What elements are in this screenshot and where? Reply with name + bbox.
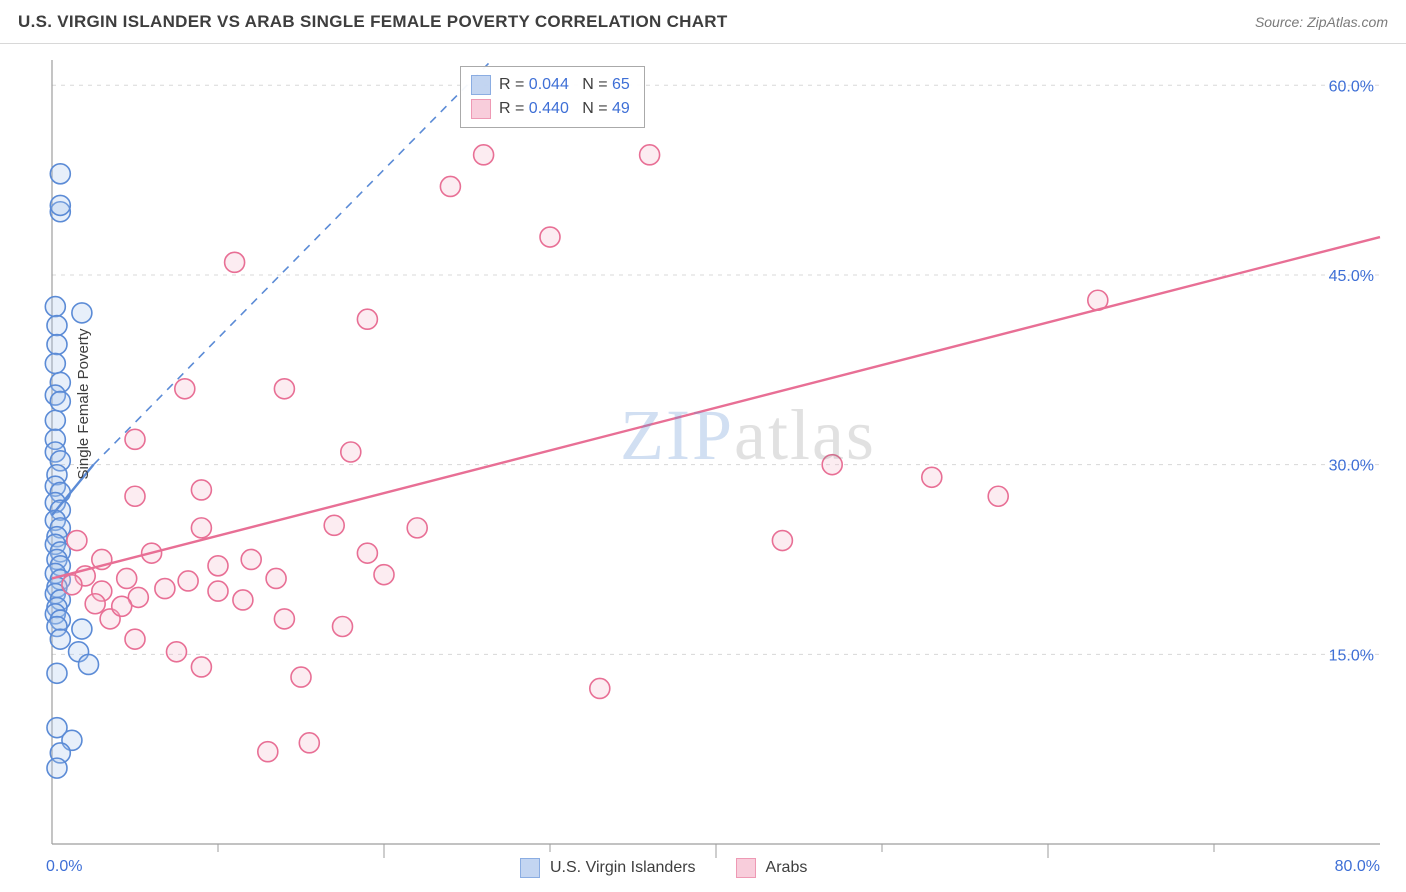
data-point bbox=[407, 518, 427, 538]
stats-legend-text: R = 0.044 N = 65 bbox=[499, 73, 630, 97]
data-point bbox=[125, 486, 145, 506]
legend-swatch bbox=[471, 99, 491, 119]
data-point bbox=[191, 518, 211, 538]
data-point bbox=[50, 164, 70, 184]
data-point bbox=[45, 353, 65, 373]
series-legend-item: U.S. Virgin Islanders bbox=[520, 858, 696, 878]
y-tick-label: 15.0% bbox=[1329, 647, 1374, 664]
y-tick-label: 30.0% bbox=[1329, 458, 1374, 475]
data-point bbox=[125, 429, 145, 449]
data-point bbox=[333, 617, 353, 637]
series-legend-label: U.S. Virgin Islanders bbox=[550, 859, 696, 877]
data-point bbox=[772, 531, 792, 551]
data-point bbox=[341, 442, 361, 462]
y-tick-label: 45.0% bbox=[1329, 268, 1374, 285]
data-point bbox=[47, 335, 67, 355]
data-point bbox=[208, 581, 228, 601]
data-point bbox=[45, 410, 65, 430]
data-point bbox=[50, 391, 70, 411]
stats-legend-row: R = 0.044 N = 65 bbox=[471, 73, 630, 97]
x-axis-end-label: 80.0% bbox=[1335, 858, 1380, 876]
legend-swatch bbox=[471, 75, 491, 95]
chart-title: U.S. VIRGIN ISLANDER VS ARAB SINGLE FEMA… bbox=[18, 12, 728, 32]
data-point bbox=[72, 619, 92, 639]
chart-area: Single Female Poverty 15.0% 30.0% 45.0% 60.… bbox=[0, 44, 1406, 892]
data-point bbox=[988, 486, 1008, 506]
data-point bbox=[474, 145, 494, 165]
data-point bbox=[175, 379, 195, 399]
data-point bbox=[47, 758, 67, 778]
data-point bbox=[374, 565, 394, 585]
data-point bbox=[47, 663, 67, 683]
data-point bbox=[178, 571, 198, 591]
series-legend-label: Arabs bbox=[766, 859, 808, 877]
legend-swatch bbox=[736, 858, 756, 878]
data-point bbox=[72, 303, 92, 323]
y-tick-label: 60.0% bbox=[1329, 78, 1374, 95]
data-point bbox=[62, 575, 82, 595]
data-point bbox=[125, 629, 145, 649]
data-point bbox=[922, 467, 942, 487]
data-point bbox=[45, 297, 65, 317]
data-point bbox=[85, 594, 105, 614]
data-point bbox=[50, 629, 70, 649]
data-point bbox=[258, 742, 278, 762]
trend-line bbox=[52, 237, 1380, 578]
chart-header: U.S. VIRGIN ISLANDER VS ARAB SINGLE FEMA… bbox=[0, 0, 1406, 44]
data-point bbox=[112, 596, 132, 616]
data-point bbox=[208, 556, 228, 576]
x-axis-start-label: 0.0% bbox=[46, 858, 82, 876]
data-point bbox=[590, 678, 610, 698]
data-point bbox=[117, 568, 137, 588]
legend-swatch bbox=[520, 858, 540, 878]
stats-legend-text: R = 0.440 N = 49 bbox=[499, 97, 630, 121]
data-point bbox=[640, 145, 660, 165]
series-legend-item: Arabs bbox=[736, 858, 808, 878]
data-point bbox=[822, 455, 842, 475]
data-point bbox=[324, 515, 344, 535]
stats-legend-row: R = 0.440 N = 49 bbox=[471, 97, 630, 121]
data-point bbox=[440, 176, 460, 196]
scatter-plot-svg: 15.0% 30.0% 45.0% 60.0% bbox=[0, 44, 1406, 892]
trend-line-dashed bbox=[94, 60, 492, 465]
data-point bbox=[191, 480, 211, 500]
series-legend: U.S. Virgin Islanders Arabs bbox=[520, 858, 807, 878]
data-point bbox=[291, 667, 311, 687]
data-point bbox=[299, 733, 319, 753]
stats-legend: R = 0.044 N = 65R = 0.440 N = 49 bbox=[460, 66, 645, 128]
data-point bbox=[241, 549, 261, 569]
y-axis-label: Single Female Poverty bbox=[75, 329, 92, 480]
data-point bbox=[357, 543, 377, 563]
data-point bbox=[191, 657, 211, 677]
data-point bbox=[266, 568, 286, 588]
data-point bbox=[167, 642, 187, 662]
data-point bbox=[155, 579, 175, 599]
data-point bbox=[233, 590, 253, 610]
data-point bbox=[274, 609, 294, 629]
data-point bbox=[357, 309, 377, 329]
data-point bbox=[274, 379, 294, 399]
data-point bbox=[67, 531, 87, 551]
data-point bbox=[540, 227, 560, 247]
chart-source: Source: ZipAtlas.com bbox=[1255, 14, 1388, 30]
data-point bbox=[50, 195, 70, 215]
data-point bbox=[79, 654, 99, 674]
data-point bbox=[225, 252, 245, 272]
data-point bbox=[47, 316, 67, 336]
